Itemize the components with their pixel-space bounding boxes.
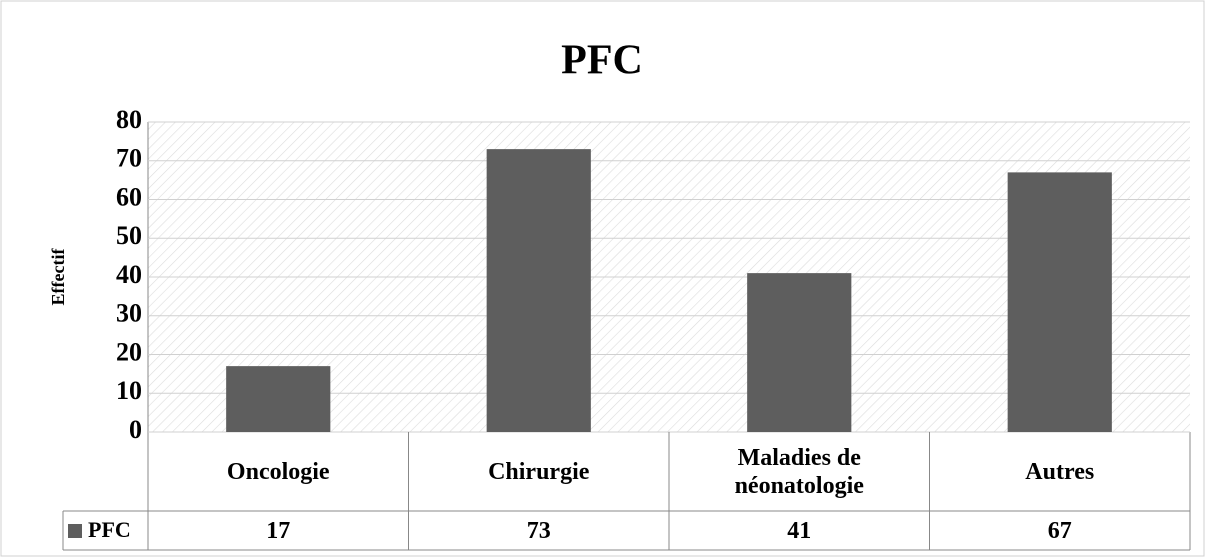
x-tick-label: Chirurgie	[488, 458, 590, 485]
y-tick-label: 80	[116, 105, 142, 134]
bar	[1007, 172, 1112, 432]
table-value: 73	[526, 517, 551, 544]
y-tick-label: 40	[116, 260, 142, 289]
x-tick-label: Autres	[1025, 458, 1095, 485]
y-tick-label: 50	[116, 221, 142, 250]
bar	[486, 149, 591, 432]
legend-swatch	[68, 524, 82, 538]
x-tick-label: Maladies de néonatologie	[734, 444, 864, 499]
y-tick-label: 10	[116, 376, 142, 405]
table-value: 17	[266, 517, 291, 544]
bar	[747, 273, 852, 432]
y-axis-label: Effectif	[48, 248, 68, 306]
y-tick-label: 20	[116, 337, 142, 366]
bar	[226, 366, 331, 432]
y-tick-label: 30	[116, 299, 142, 328]
legend-label: PFC	[88, 517, 131, 542]
y-tick-label: 70	[116, 144, 142, 173]
table-value: 67	[1047, 517, 1072, 544]
y-tick-label: 60	[116, 182, 142, 211]
y-tick-label: 0	[129, 415, 142, 444]
x-tick-label: Oncologie	[226, 458, 330, 485]
table-value: 41	[787, 517, 812, 544]
chart-title: PFC	[561, 38, 643, 84]
